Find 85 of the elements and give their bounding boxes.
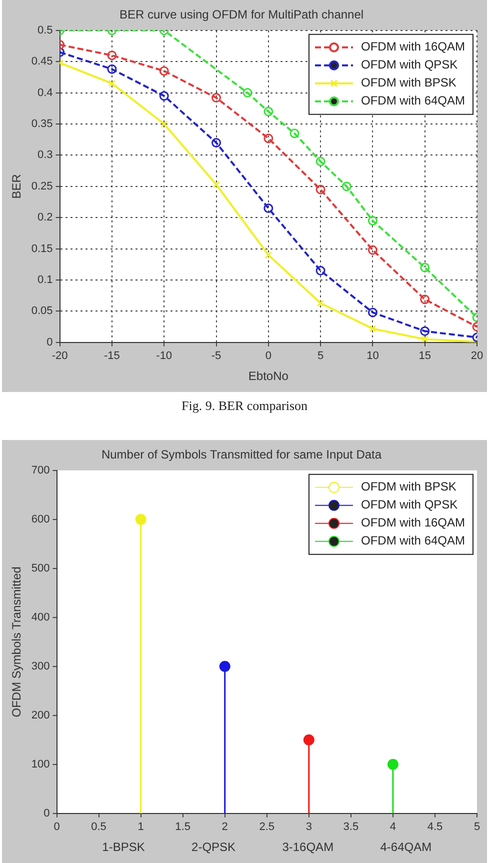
x-tick-label: -20 — [52, 350, 68, 362]
y-tick-label: 0.1 — [38, 274, 53, 286]
y-axis-title: BER — [10, 174, 24, 199]
point — [159, 66, 169, 76]
point — [368, 245, 378, 255]
y-tick-label: 200 — [31, 709, 50, 722]
x-tick-label: 0.5 — [91, 821, 106, 834]
x-tick-label: -5 — [211, 350, 222, 362]
y-tick-label: 0.2 — [38, 212, 53, 224]
point — [264, 251, 272, 259]
point — [242, 88, 252, 98]
caption: Fig. 9. BER comparison — [180, 398, 309, 414]
point — [212, 138, 222, 148]
point — [420, 262, 430, 272]
point — [212, 180, 220, 188]
x-tick-label: -10 — [156, 350, 172, 362]
point — [316, 300, 324, 307]
y-tick-label: 0 — [44, 807, 50, 820]
point — [264, 134, 274, 144]
point — [160, 120, 168, 128]
point — [421, 336, 428, 342]
legend-label: OFDM with BPSK — [360, 480, 456, 494]
legend-label: OFDM with QPSK — [360, 58, 458, 72]
legend-label: OFDM with 16QAM — [360, 40, 466, 54]
y-tick-label: 600 — [31, 513, 50, 526]
x-axis-title: EbtoNo — [248, 369, 289, 384]
x-tick-label: 5 — [474, 821, 480, 834]
x-tick-label: 4 — [390, 821, 396, 834]
y-tick-label: 500 — [31, 562, 50, 574]
point — [159, 91, 169, 101]
y-tick-label: 0.4 — [38, 86, 53, 99]
x-tick-label: 1 — [138, 821, 144, 834]
x-tick-label: 4.5 — [427, 821, 443, 834]
point — [316, 184, 326, 194]
y-tick-label: 0.45 — [31, 56, 53, 68]
point — [107, 64, 117, 74]
legend-label: OFDM with 16QAM — [360, 516, 466, 530]
x-tick-label: -15 — [104, 350, 120, 362]
x-tick-label: 3 — [306, 821, 312, 834]
point — [290, 128, 300, 138]
y-tick-label: 700 — [31, 464, 50, 476]
legend-label: OFDM with QPSK — [360, 498, 458, 512]
point — [264, 203, 274, 213]
y-tick-label: 0.25 — [31, 180, 53, 192]
x-tick-label: 0 — [265, 350, 272, 362]
x-tick-label: 5 — [317, 350, 324, 362]
point — [316, 156, 326, 166]
point — [420, 326, 430, 336]
legend-label: OFDM with 64QAM — [360, 534, 466, 548]
point — [107, 50, 117, 60]
chart-title: BER curve using OFDM for MultiPath channel — [119, 8, 364, 22]
y-tick-label: 0.05 — [31, 305, 53, 318]
y-tick-label: 0.3 — [38, 149, 53, 162]
point — [368, 308, 378, 318]
point — [387, 758, 398, 770]
y-tick-label: 0 — [46, 336, 53, 348]
y-tick-label: 400 — [31, 611, 50, 624]
point — [342, 182, 352, 192]
point — [369, 325, 376, 332]
x-tick-label: 1.5 — [175, 821, 190, 834]
x-axis-title: 1-BPSK 2-QPSK 3-16QAM 4-64QAM — [102, 840, 432, 854]
y-tick-label: 300 — [31, 660, 50, 672]
y-axis-title: OFDM Symbols Transmitted — [10, 566, 24, 718]
point — [368, 216, 378, 226]
x-tick-label: 2 — [222, 821, 228, 834]
x-tick-label: 3.5 — [343, 821, 359, 834]
point — [303, 734, 314, 746]
x-tick-label: 2.5 — [259, 821, 275, 834]
y-tick-label: 0.15 — [31, 242, 53, 255]
legend-label: OFDM with 64QAM — [360, 94, 466, 108]
x-tick-label: 15 — [418, 350, 431, 362]
y-tick-label: 0.35 — [31, 118, 53, 130]
chart-title: Number of Symbols Transmitted for same Input Data — [101, 448, 382, 462]
point — [420, 294, 430, 304]
x-tick-label: 10 — [366, 350, 379, 362]
x-tick-label: 20 — [470, 350, 484, 362]
point — [264, 106, 274, 116]
legend-label: OFDM with BPSK — [360, 76, 456, 90]
y-tick-label: 100 — [31, 758, 50, 770]
point — [108, 80, 116, 88]
point — [219, 660, 230, 672]
point — [316, 266, 326, 276]
point — [212, 93, 222, 103]
point — [135, 514, 146, 525]
y-tick-label: 0.5 — [38, 24, 53, 36]
